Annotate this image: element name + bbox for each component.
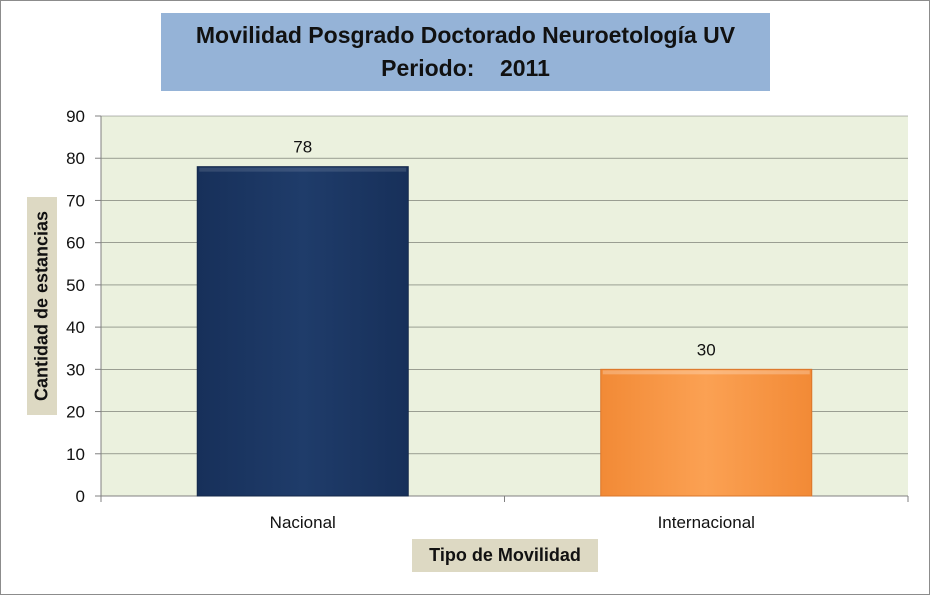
x-category-label-internacional: Internacional <box>658 513 755 532</box>
y-tick-label: 0 <box>76 487 85 506</box>
bar-nacional <box>196 166 409 497</box>
data-label-internacional: 30 <box>697 340 716 359</box>
x-category-label-nacional: Nacional <box>270 513 336 532</box>
chart-title: Movilidad Posgrado Doctorado Neuroetolog… <box>161 13 770 91</box>
bar-internacional <box>600 368 813 497</box>
y-tick-label: 60 <box>66 234 85 253</box>
y-tick-label: 80 <box>66 149 85 168</box>
bar-highlight <box>602 370 810 375</box>
data-label-nacional: 78 <box>293 138 312 157</box>
x-axis-title: Tipo de Movilidad <box>412 539 598 572</box>
y-tick-label: 40 <box>66 318 85 337</box>
chart-title-line-2: Periodo: 2011 <box>381 55 550 81</box>
chart-title-line-1: Movilidad Posgrado Doctorado Neuroetolog… <box>195 22 736 48</box>
y-axis-title-background <box>27 197 57 415</box>
y-tick-label: 50 <box>66 276 85 295</box>
y-tick-label: 70 <box>66 191 85 210</box>
y-tick-label: 10 <box>66 445 85 464</box>
y-tick-label: 20 <box>66 403 85 422</box>
y-tick-label: 30 <box>66 360 85 379</box>
bar-highlight <box>199 167 407 172</box>
y-axis-title: Cantidad de estancias <box>31 210 52 402</box>
y-tick-label: 90 <box>66 107 85 126</box>
